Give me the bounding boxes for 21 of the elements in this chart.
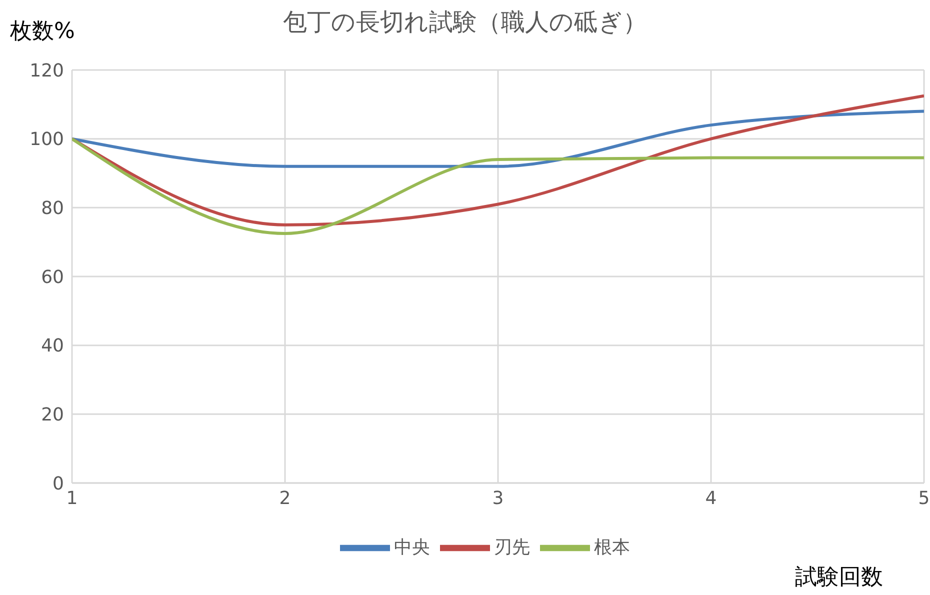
x-tick-label: 3 <box>492 488 504 509</box>
x-axis-title: 試験回数 <box>795 564 883 592</box>
y-axis-title: 枚数% <box>10 18 75 46</box>
y-tick-label: 60 <box>41 266 64 288</box>
chart-title: 包丁の長切れ試験（職人の砥ぎ） <box>283 8 647 36</box>
y-tick-label: 40 <box>41 336 64 357</box>
legend-label: 中央 <box>394 536 430 558</box>
legend-label: 刃先 <box>494 536 530 558</box>
y-tick-label: 120 <box>30 60 64 82</box>
y-tick-label: 20 <box>41 404 64 426</box>
line-series <box>72 110 924 168</box>
x-tick-label: 2 <box>279 488 291 509</box>
line-series <box>72 137 924 235</box>
line-series <box>72 94 924 226</box>
y-tick-label: 80 <box>41 198 64 220</box>
x-tick-label: 4 <box>705 488 717 509</box>
x-tick-label: 5 <box>918 488 930 509</box>
y-tick-label: 100 <box>30 129 64 150</box>
legend-label: 根本 <box>594 536 630 558</box>
x-tick-label: 1 <box>66 488 78 509</box>
y-tick-label: 0 <box>52 473 64 494</box>
